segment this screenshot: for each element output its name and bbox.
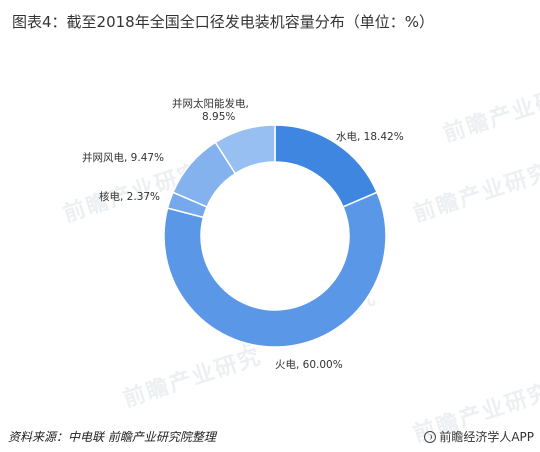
slice-label-nuclear: 核电, 2.37% — [99, 191, 161, 203]
brand-label: 前瞻经济学人APP — [424, 428, 534, 445]
slice-thermal — [163, 191, 387, 348]
slice-solar — [214, 124, 276, 175]
slice-label-solar-line2: 8.95% — [202, 111, 236, 123]
slice-label-solar-line1: 并网太阳能发电, — [172, 98, 249, 110]
slice-label-hydro: 水电, 18.42% — [336, 131, 404, 143]
slice-label-wind: 并网风电, 9.47% — [82, 152, 165, 164]
brand-text: 前瞻经济学人APP — [439, 430, 534, 444]
slice-label-thermal: 火电, 60.00% — [275, 359, 343, 371]
chart-title: 图表4：截至2018年全国全口径发电装机容量分布（单位：%） — [12, 13, 434, 31]
brand-logo-icon — [424, 431, 437, 443]
source-note: 资料来源：中电联 前瞻产业研究院整理 — [8, 430, 216, 444]
